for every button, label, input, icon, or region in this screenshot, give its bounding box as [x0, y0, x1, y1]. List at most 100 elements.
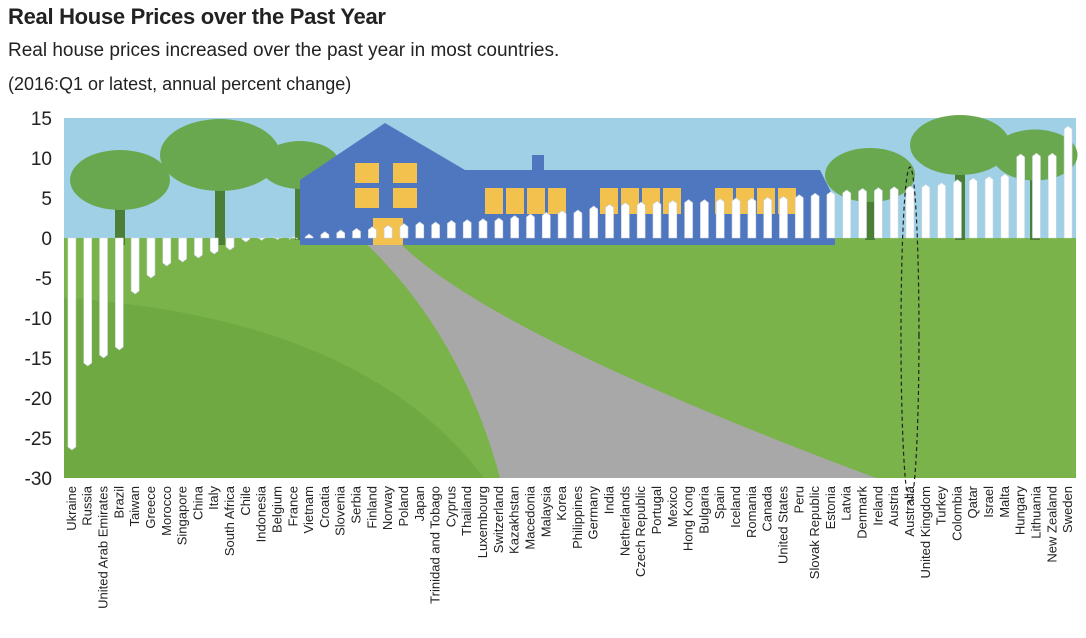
bar-malaysia — [541, 212, 551, 239]
bar-kazakhstan — [510, 215, 519, 239]
x-tick-label: Norway — [380, 486, 395, 531]
bar-chile — [241, 237, 251, 243]
x-tick-label: Hungary — [1013, 486, 1028, 536]
x-tick-label: India — [602, 485, 617, 514]
bar-serbia — [352, 228, 361, 239]
bar-cyprus — [447, 220, 456, 239]
x-tick-label: Peru — [791, 486, 806, 513]
bar-russia — [83, 237, 93, 367]
bar-czech-republic — [636, 201, 646, 239]
bar-australia — [905, 185, 915, 239]
x-tick-label: Trinidad and Tobago — [428, 486, 443, 604]
x-tick-label: Indonesia — [254, 485, 269, 542]
bar-macedonia — [526, 213, 535, 239]
bar-korea — [557, 210, 567, 239]
bar-lithuania — [1032, 152, 1041, 239]
x-tick-label: France — [285, 486, 300, 526]
x-tick-label: Malta — [997, 485, 1012, 518]
grass-shade — [64, 298, 484, 478]
bar-switzerland — [494, 217, 504, 239]
bar-ireland — [874, 187, 883, 239]
x-tick-label: Finland — [364, 486, 379, 529]
house-window — [355, 188, 379, 208]
y-tick-label: -20 — [25, 389, 52, 410]
highlight-group — [900, 166, 920, 504]
bar-india — [605, 204, 614, 239]
bar-spain — [715, 198, 725, 239]
x-tick-label: Croatia — [317, 485, 332, 528]
x-tick-label: Poland — [396, 486, 411, 526]
x-tick-label: Spain — [712, 486, 727, 519]
x-tick-label: New Zealand — [1044, 486, 1059, 563]
x-tick-label: Netherlands — [617, 486, 632, 557]
bar-japan — [415, 221, 425, 239]
x-tick-label: Denmark — [855, 486, 870, 539]
bar-peru — [794, 194, 804, 239]
bar-luxembourg — [478, 218, 488, 239]
bar-colombia — [953, 179, 962, 239]
bar-philippines — [573, 209, 583, 239]
bar-new-zealand — [1047, 152, 1057, 239]
bar-singapore — [178, 237, 187, 263]
house — [300, 123, 835, 245]
bar-france — [288, 236, 298, 240]
x-tick-label: Qatar — [965, 485, 980, 518]
x-tick-label: Japan — [412, 486, 427, 521]
bar-united-kingdom — [921, 184, 931, 239]
x-tick-label: Ireland — [870, 486, 885, 526]
x-tick-label: Malaysia — [538, 485, 553, 537]
x-tick-label: Latvia — [839, 485, 854, 520]
x-tick-label: Slovenia — [333, 485, 348, 536]
x-tick-label: China — [190, 485, 205, 520]
x-tick-label: Sweden — [1060, 486, 1075, 533]
tree-crown — [160, 119, 280, 191]
bar-italy — [209, 237, 219, 255]
bar-norway — [383, 224, 393, 239]
bar-denmark — [858, 188, 867, 239]
bar-trinidad-and-tobago — [431, 221, 440, 239]
house-window — [393, 163, 417, 183]
x-tick-label: United Kingdom — [918, 486, 933, 579]
chart-note: (2016:Q1 or latest, annual percent chang… — [8, 74, 352, 94]
bar-austria — [889, 186, 899, 239]
x-tick-label: Serbia — [349, 485, 364, 523]
tree-crown — [70, 150, 170, 210]
y-tick-label: 0 — [41, 229, 52, 250]
bar-israel — [984, 176, 994, 239]
y-tick-label: 10 — [31, 149, 52, 170]
x-tick-label: Australia — [902, 485, 917, 536]
x-tick-label: Italy — [206, 486, 221, 510]
bar-turkey — [937, 182, 946, 239]
x-tick-label: Iceland — [728, 486, 743, 528]
x-tick-label: Colombia — [949, 485, 964, 541]
x-tick-label: Taiwan — [127, 486, 142, 526]
house-window — [506, 188, 524, 214]
house-window — [527, 188, 545, 214]
house-window — [485, 188, 503, 214]
bar-mexico — [668, 200, 678, 239]
bar-canada — [763, 196, 772, 239]
x-tick-label: Korea — [554, 485, 569, 520]
bar-finland — [368, 226, 377, 239]
bar-united-arab-emirates — [99, 237, 108, 359]
x-tick-label: Turkey — [934, 486, 949, 526]
y-tick-label: -5 — [35, 269, 52, 290]
tree-left-2 — [160, 119, 280, 245]
bar-romania — [747, 197, 757, 239]
x-tick-label: Germany — [586, 486, 601, 540]
y-tick-label: -30 — [25, 469, 52, 490]
x-tick-label: Mexico — [665, 486, 680, 527]
bar-united-states — [779, 196, 788, 239]
x-tick-label: Israel — [981, 486, 996, 518]
x-tick-label: Morocco — [159, 486, 174, 536]
y-tick-label: -10 — [25, 309, 52, 330]
x-tick-label: Ukraine — [64, 486, 79, 531]
x-tick-label: Austria — [886, 485, 901, 526]
x-tick-label: Greece — [143, 486, 158, 529]
bar-estonia — [826, 191, 836, 239]
x-tick-label: Romania — [744, 485, 759, 538]
x-tick-label: Lithuania — [1028, 485, 1043, 539]
x-tick-label: Cyprus — [443, 486, 458, 528]
bar-ukraine — [67, 237, 77, 451]
